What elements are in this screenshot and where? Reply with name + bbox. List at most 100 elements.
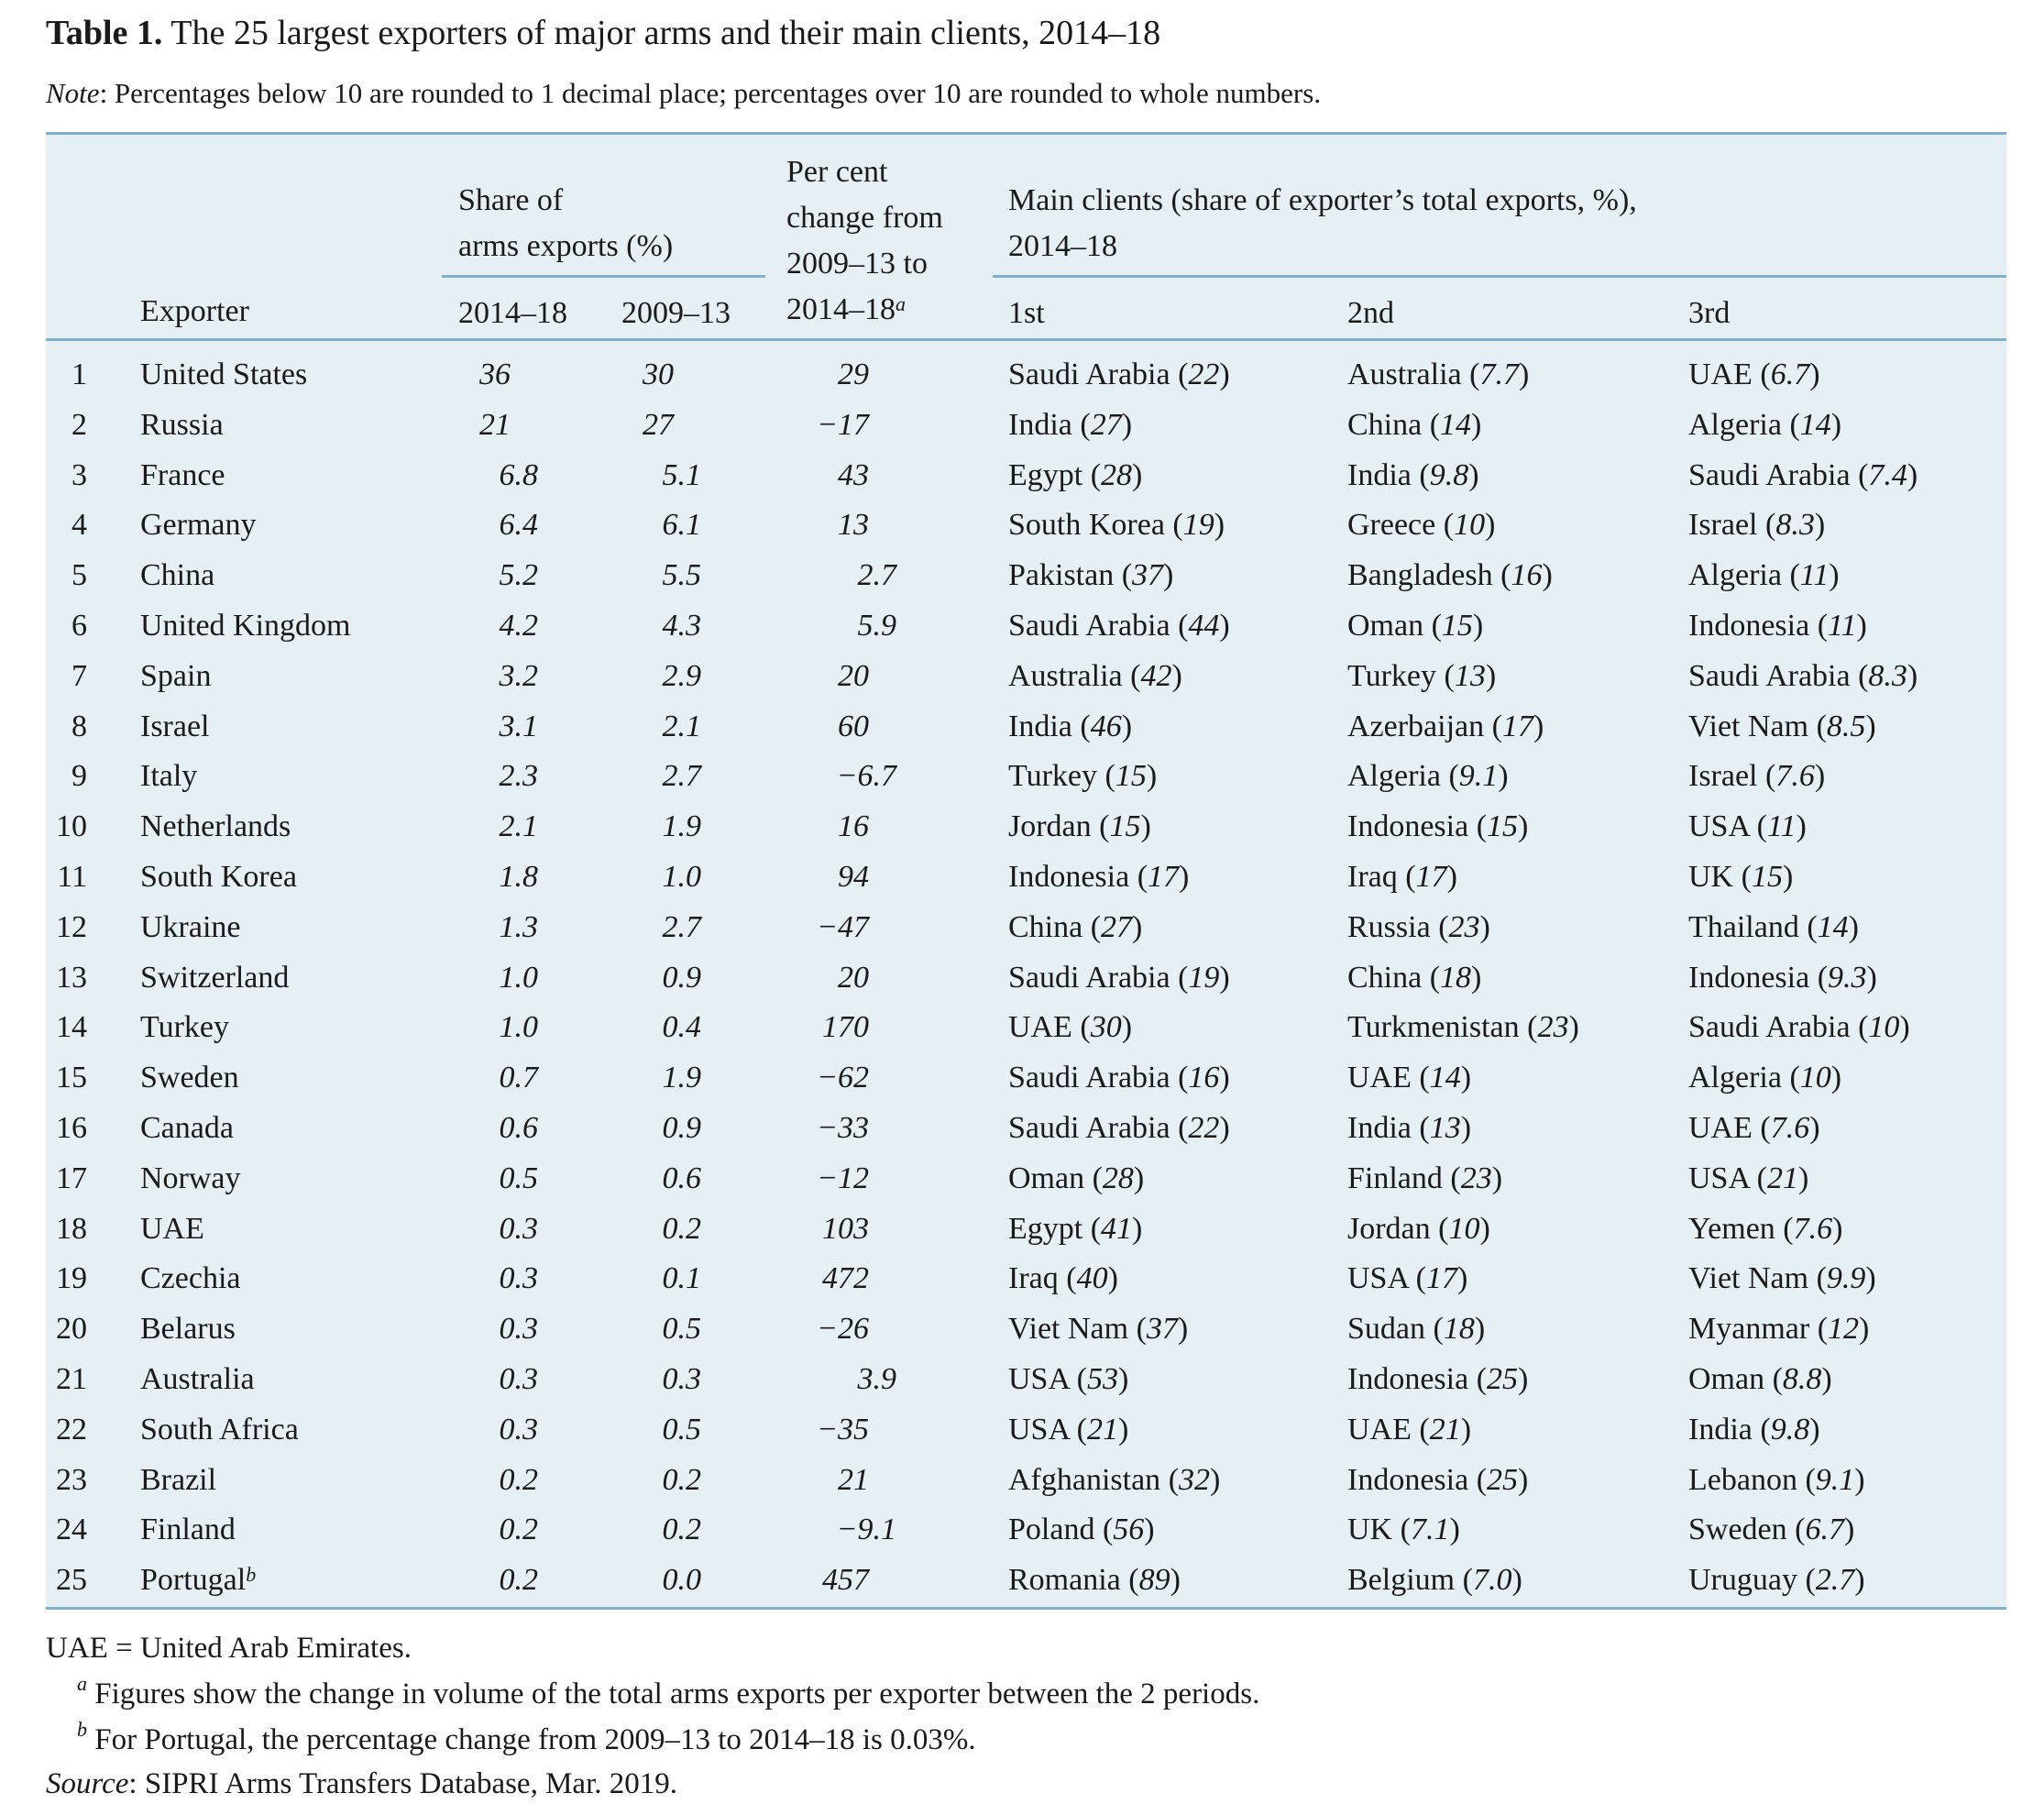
client-cell: Oman (15) — [1347, 609, 1484, 643]
client-name: Israel — [1688, 759, 1758, 794]
client-cell: Afghanistan (32) — [1008, 1462, 1221, 1497]
table-row: 14 Turkey 1.0 0.4 170 UAE (30) Turkmenistan (2… — [46, 1003, 2006, 1052]
exporter-name: Turkey — [140, 1010, 229, 1045]
client-share: 27 — [1101, 909, 1133, 944]
client-cell: Israel (8.3) — [1688, 508, 1826, 543]
header-share-line2: arms exports (%) — [458, 229, 674, 263]
client-name: Algeria — [1688, 558, 1782, 593]
exporter-name: Portugal — [140, 1563, 247, 1598]
header-change-line3: 2009–13 to — [786, 247, 928, 280]
client-name: Egypt — [1008, 1211, 1083, 1246]
change-cell: 13 — [838, 508, 869, 543]
share-2014-18-cell: 1.3 — [499, 909, 539, 944]
change-cell: −12 — [817, 1160, 869, 1195]
client-cell: Myanmar (12) — [1688, 1312, 1870, 1347]
table-row: 3 France 6.8 5.1 43 Egypt (28) India (9.8) Saud… — [46, 451, 2006, 500]
client-name: India — [1347, 1111, 1412, 1145]
client-name: Finland — [1347, 1160, 1443, 1195]
client-cell: USA (53) — [1008, 1362, 1129, 1396]
client-name: Poland — [1008, 1512, 1095, 1547]
client-cell: UK (15) — [1688, 860, 1794, 894]
share-2009-13-cell: 0.1 — [662, 1261, 702, 1296]
client-cell: Saudi Arabia (10) — [1688, 1010, 1910, 1045]
client-share: 23 — [1537, 1010, 1569, 1045]
table-label: Table 1. — [46, 14, 163, 52]
client-name: Iraq — [1008, 1261, 1059, 1296]
exporter-name: Netherlands — [140, 809, 291, 844]
share-2009-13-cell: 27 — [643, 407, 674, 442]
exporter-cell: Sweden — [140, 1053, 239, 1103]
exporter-name: Australia — [140, 1362, 255, 1396]
change-cell: 43 — [838, 457, 869, 492]
exporter-name: Russia — [140, 407, 224, 442]
share-2009-13-cell: 0.9 — [662, 1111, 702, 1145]
exporter-cell: Canada — [140, 1104, 234, 1153]
client-name: China — [1008, 909, 1083, 944]
client-cell: Algeria (11) — [1688, 558, 1840, 593]
client-share: 14 — [1817, 909, 1849, 944]
share-2014-18-cell: 1.0 — [499, 960, 539, 995]
client-share: 7.1 — [1410, 1512, 1450, 1547]
client-name: UAE — [1688, 358, 1753, 391]
exporter-name: UAE — [140, 1211, 204, 1246]
client-share: 41 — [1101, 1211, 1133, 1246]
share-2014-18-cell: 4.2 — [499, 609, 539, 643]
client-cell: Indonesia (17) — [1008, 860, 1190, 894]
table-row: 23 Brazil 0.2 0.2 21 Afghanistan (32) Indonesi… — [46, 1456, 2006, 1505]
exporter-cell: United Kingdom — [140, 601, 350, 651]
client-name: Indonesia — [1347, 1462, 1469, 1497]
client-cell: Lebanon (9.1) — [1688, 1462, 1865, 1497]
change-cell: −47 — [817, 909, 869, 944]
client-share: 10 — [1454, 508, 1486, 543]
share-group-rule — [442, 275, 765, 278]
share-2014-18-cell: 0.3 — [499, 1312, 539, 1347]
client-share: 21 — [1766, 1160, 1798, 1195]
client-cell: Romania (89) — [1008, 1563, 1181, 1598]
client-name: South Korea — [1008, 508, 1165, 543]
footnote-a-text: Figures show the change in volume of the… — [94, 1678, 1260, 1710]
client-name: Turkmenistan — [1347, 1010, 1520, 1045]
table-title: Table 1. The 25 largest exporters of maj… — [46, 13, 1160, 53]
change-cell: 20 — [838, 960, 869, 995]
client-share: 17 — [1501, 709, 1533, 743]
exporter-name: South Korea — [140, 860, 297, 894]
change-cell: 2.7 — [857, 558, 897, 593]
client-cell: Egypt (41) — [1008, 1211, 1143, 1246]
rank-cell: 10 — [56, 809, 87, 844]
change-cell: 5.9 — [857, 609, 897, 643]
client-share: 37 — [1146, 1312, 1178, 1347]
client-share: 23 — [1460, 1160, 1492, 1195]
exporter-cell: France — [140, 451, 225, 500]
client-name: Saudi Arabia — [1008, 1061, 1170, 1095]
client-share: 18 — [1443, 1312, 1475, 1347]
client-share: 9.1 — [1458, 759, 1499, 794]
client-cell: Azerbaijan (17) — [1347, 709, 1544, 743]
share-2014-18-cell: 3.2 — [499, 658, 539, 693]
change-cell: 170 — [822, 1010, 869, 1045]
client-name: Belgium — [1347, 1563, 1456, 1598]
client-cell: Saudi Arabia (8.3) — [1688, 658, 1918, 693]
exporter-name: France — [140, 457, 225, 492]
share-2014-18-cell: 0.2 — [499, 1462, 539, 1497]
client-share: 8.3 — [1775, 508, 1815, 543]
client-name: USA — [1688, 809, 1750, 844]
client-cell: Australia (7.7) — [1347, 358, 1530, 391]
client-name: Saudi Arabia — [1688, 658, 1851, 693]
client-cell: Yemen (7.6) — [1688, 1211, 1843, 1246]
rank-cell: 21 — [56, 1362, 87, 1396]
client-share: 8.8 — [1782, 1362, 1822, 1396]
client-share: 15 — [1441, 609, 1473, 643]
table-row: 11 South Korea 1.8 1.0 94 Indonesia (17) Iraq … — [46, 852, 2006, 902]
share-2014-18-cell: 0.5 — [499, 1160, 539, 1195]
change-cell: −35 — [817, 1412, 869, 1446]
client-cell: Oman (8.8) — [1688, 1362, 1832, 1396]
share-2009-13-cell: 0.4 — [662, 1010, 702, 1045]
exporter-name: Sweden — [140, 1061, 239, 1095]
header-change-line4: 2014–18a — [786, 287, 906, 333]
rank-cell: 18 — [56, 1211, 87, 1246]
footnote-b-text: For Portugal, the percentage change from… — [94, 1723, 976, 1756]
client-cell: India (9.8) — [1688, 1412, 1820, 1446]
share-2014-18-cell: 0.3 — [499, 1362, 539, 1396]
client-name: Turkey — [1008, 759, 1097, 794]
client-name: UK — [1347, 1512, 1393, 1547]
